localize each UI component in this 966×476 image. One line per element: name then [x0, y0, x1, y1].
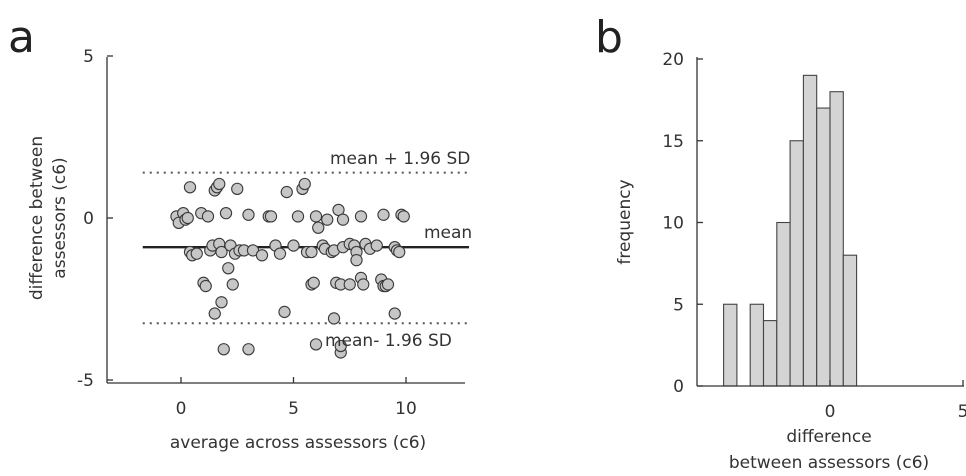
panel-b-y-tick-label: 20	[662, 50, 684, 70]
scatter-point	[343, 278, 356, 291]
scatter-point	[305, 245, 318, 259]
panel-b-letter: b	[595, 12, 623, 63]
scatter-point	[307, 276, 320, 289]
panel-b-x-tick-label: 5	[958, 402, 966, 422]
histogram-bar	[816, 107, 831, 387]
histogram-bar	[749, 303, 765, 387]
scatter-point	[273, 247, 287, 260]
scatter-point	[397, 210, 410, 223]
scatter-point	[255, 249, 269, 262]
histogram-bar	[789, 140, 804, 387]
histogram-bar	[802, 74, 818, 387]
scatter-point	[354, 210, 368, 223]
scatter-point	[280, 185, 293, 199]
panel-b-y-tick-label: 10	[662, 214, 684, 234]
scatter-point	[357, 278, 370, 291]
panel-a-x-tick-label: 5	[288, 399, 299, 419]
panel-a-y-tick-label: 0	[83, 209, 94, 229]
panel-a-letter: a	[8, 12, 35, 63]
scatter-point	[264, 210, 278, 223]
panel-b-y-axis-label: frequency	[615, 179, 635, 264]
panel-b-histogram: 0 5 10 15 20 0 5 difference between assessors …	[615, 50, 966, 473]
panel-a-y-axis-label-line1: difference between	[27, 136, 47, 300]
scatter-point	[321, 213, 334, 226]
scatter-point	[219, 206, 233, 220]
scatter-point	[201, 210, 215, 223]
scatter-point	[242, 343, 255, 356]
scatter-point	[208, 307, 221, 320]
scatter-point	[327, 312, 341, 325]
scatter-point	[298, 177, 311, 191]
scatter-point	[213, 177, 226, 191]
panel-b-ticks: 0 5 10 15 20 0 5	[662, 50, 966, 422]
scatter-point	[242, 208, 255, 221]
panel-b-y-tick-label: 5	[673, 295, 684, 315]
scatter-point	[190, 247, 203, 260]
scatter-point	[291, 210, 305, 223]
histogram-bar	[762, 320, 778, 387]
scatter-point	[231, 182, 244, 195]
scatter-point	[393, 245, 406, 259]
histogram-bars	[723, 74, 858, 387]
scatter-point	[336, 213, 350, 226]
panel-a-ticks: -5 0 5 0 5 10	[77, 47, 417, 419]
scatter-point	[183, 181, 197, 194]
upper-limit-label: mean + 1.96 SD	[330, 149, 470, 169]
scatter-point	[388, 307, 401, 320]
scatter-point	[181, 211, 194, 225]
scatter-point	[226, 278, 239, 291]
panel-b-x-axis-label-line1: difference	[786, 427, 871, 447]
histogram-bar	[829, 91, 844, 387]
scatter-point	[381, 278, 395, 291]
histogram-bar	[723, 303, 738, 387]
scatter-point	[222, 262, 235, 275]
histogram-bar	[776, 221, 791, 387]
scatter-point	[215, 245, 228, 259]
panel-a-x-tick-label: 10	[395, 399, 417, 419]
scatter-point	[199, 279, 212, 293]
panel-a-x-tick-label: 0	[176, 399, 187, 419]
scatter-point	[377, 208, 390, 221]
scatter-point	[312, 221, 325, 234]
mean-label: mean	[424, 223, 472, 243]
panel-b-x-axis-label-line2: between assessors (c6)	[729, 453, 929, 473]
panel-a-x-axis-label: average across assessors (c6)	[170, 433, 426, 453]
scatter-point	[287, 239, 300, 252]
lower-limit-label: mean- 1.96 SD	[325, 331, 452, 351]
panel-a-y-axis-label-line2: assessors (c6)	[50, 157, 70, 278]
scatter-point	[278, 305, 291, 319]
panel-a-bland-altman-plot: -5 0 5 0 5 10 mean + 1.96 SD mean mean- 1.96 …	[27, 47, 472, 453]
panel-a-y-tick-label: -5	[77, 371, 94, 391]
scatter-point	[309, 210, 323, 223]
panel-b-y-tick-label: 0	[673, 377, 684, 397]
scatter-point	[350, 253, 363, 267]
scatter-point	[370, 239, 383, 252]
histogram-bar	[842, 254, 858, 387]
panel-b-y-tick-label: 15	[662, 132, 684, 152]
scatter-point	[217, 343, 230, 356]
scatter-point	[334, 339, 347, 353]
panel-b-x-tick-label: 0	[825, 402, 836, 422]
panel-a-y-tick-label: 5	[83, 47, 94, 67]
scatter-points	[170, 177, 410, 359]
scatter-point	[215, 296, 228, 309]
scatter-point	[309, 338, 323, 351]
